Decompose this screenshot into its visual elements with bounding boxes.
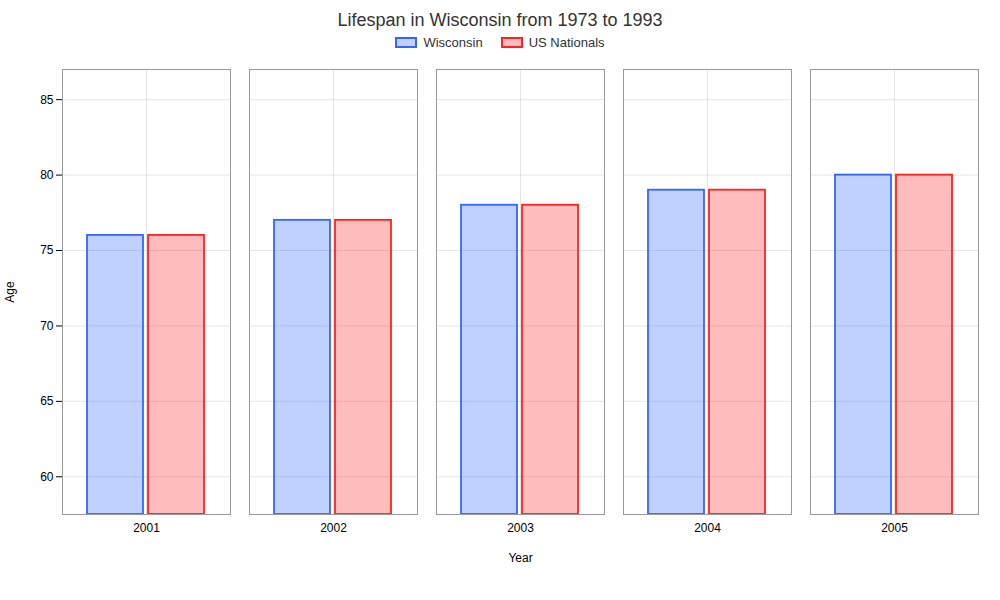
svg-text:Age: Age bbox=[3, 281, 17, 303]
svg-text:65: 65 bbox=[40, 394, 54, 408]
svg-text:60: 60 bbox=[40, 470, 54, 484]
svg-text:75: 75 bbox=[40, 243, 54, 257]
html-text:Wisconsin: Wisconsin bbox=[423, 35, 483, 50]
html-text:US Nationals: US Nationals bbox=[528, 35, 605, 50]
svg-text:80: 80 bbox=[40, 168, 54, 182]
svg-text:2001: 2001 bbox=[133, 521, 160, 535]
svg-text:2004: 2004 bbox=[694, 521, 721, 535]
svg-text:2003: 2003 bbox=[507, 521, 534, 535]
html-text:Lifespan in Wisconsin from 197: Lifespan in Wisconsin from 1973 to 1993 bbox=[337, 10, 663, 30]
svg-text:70: 70 bbox=[40, 319, 54, 333]
svg-text:85: 85 bbox=[40, 93, 54, 107]
svg-text:Year: Year bbox=[508, 551, 532, 565]
svg-text:2002: 2002 bbox=[320, 521, 347, 535]
svg-text:2005: 2005 bbox=[881, 521, 908, 535]
